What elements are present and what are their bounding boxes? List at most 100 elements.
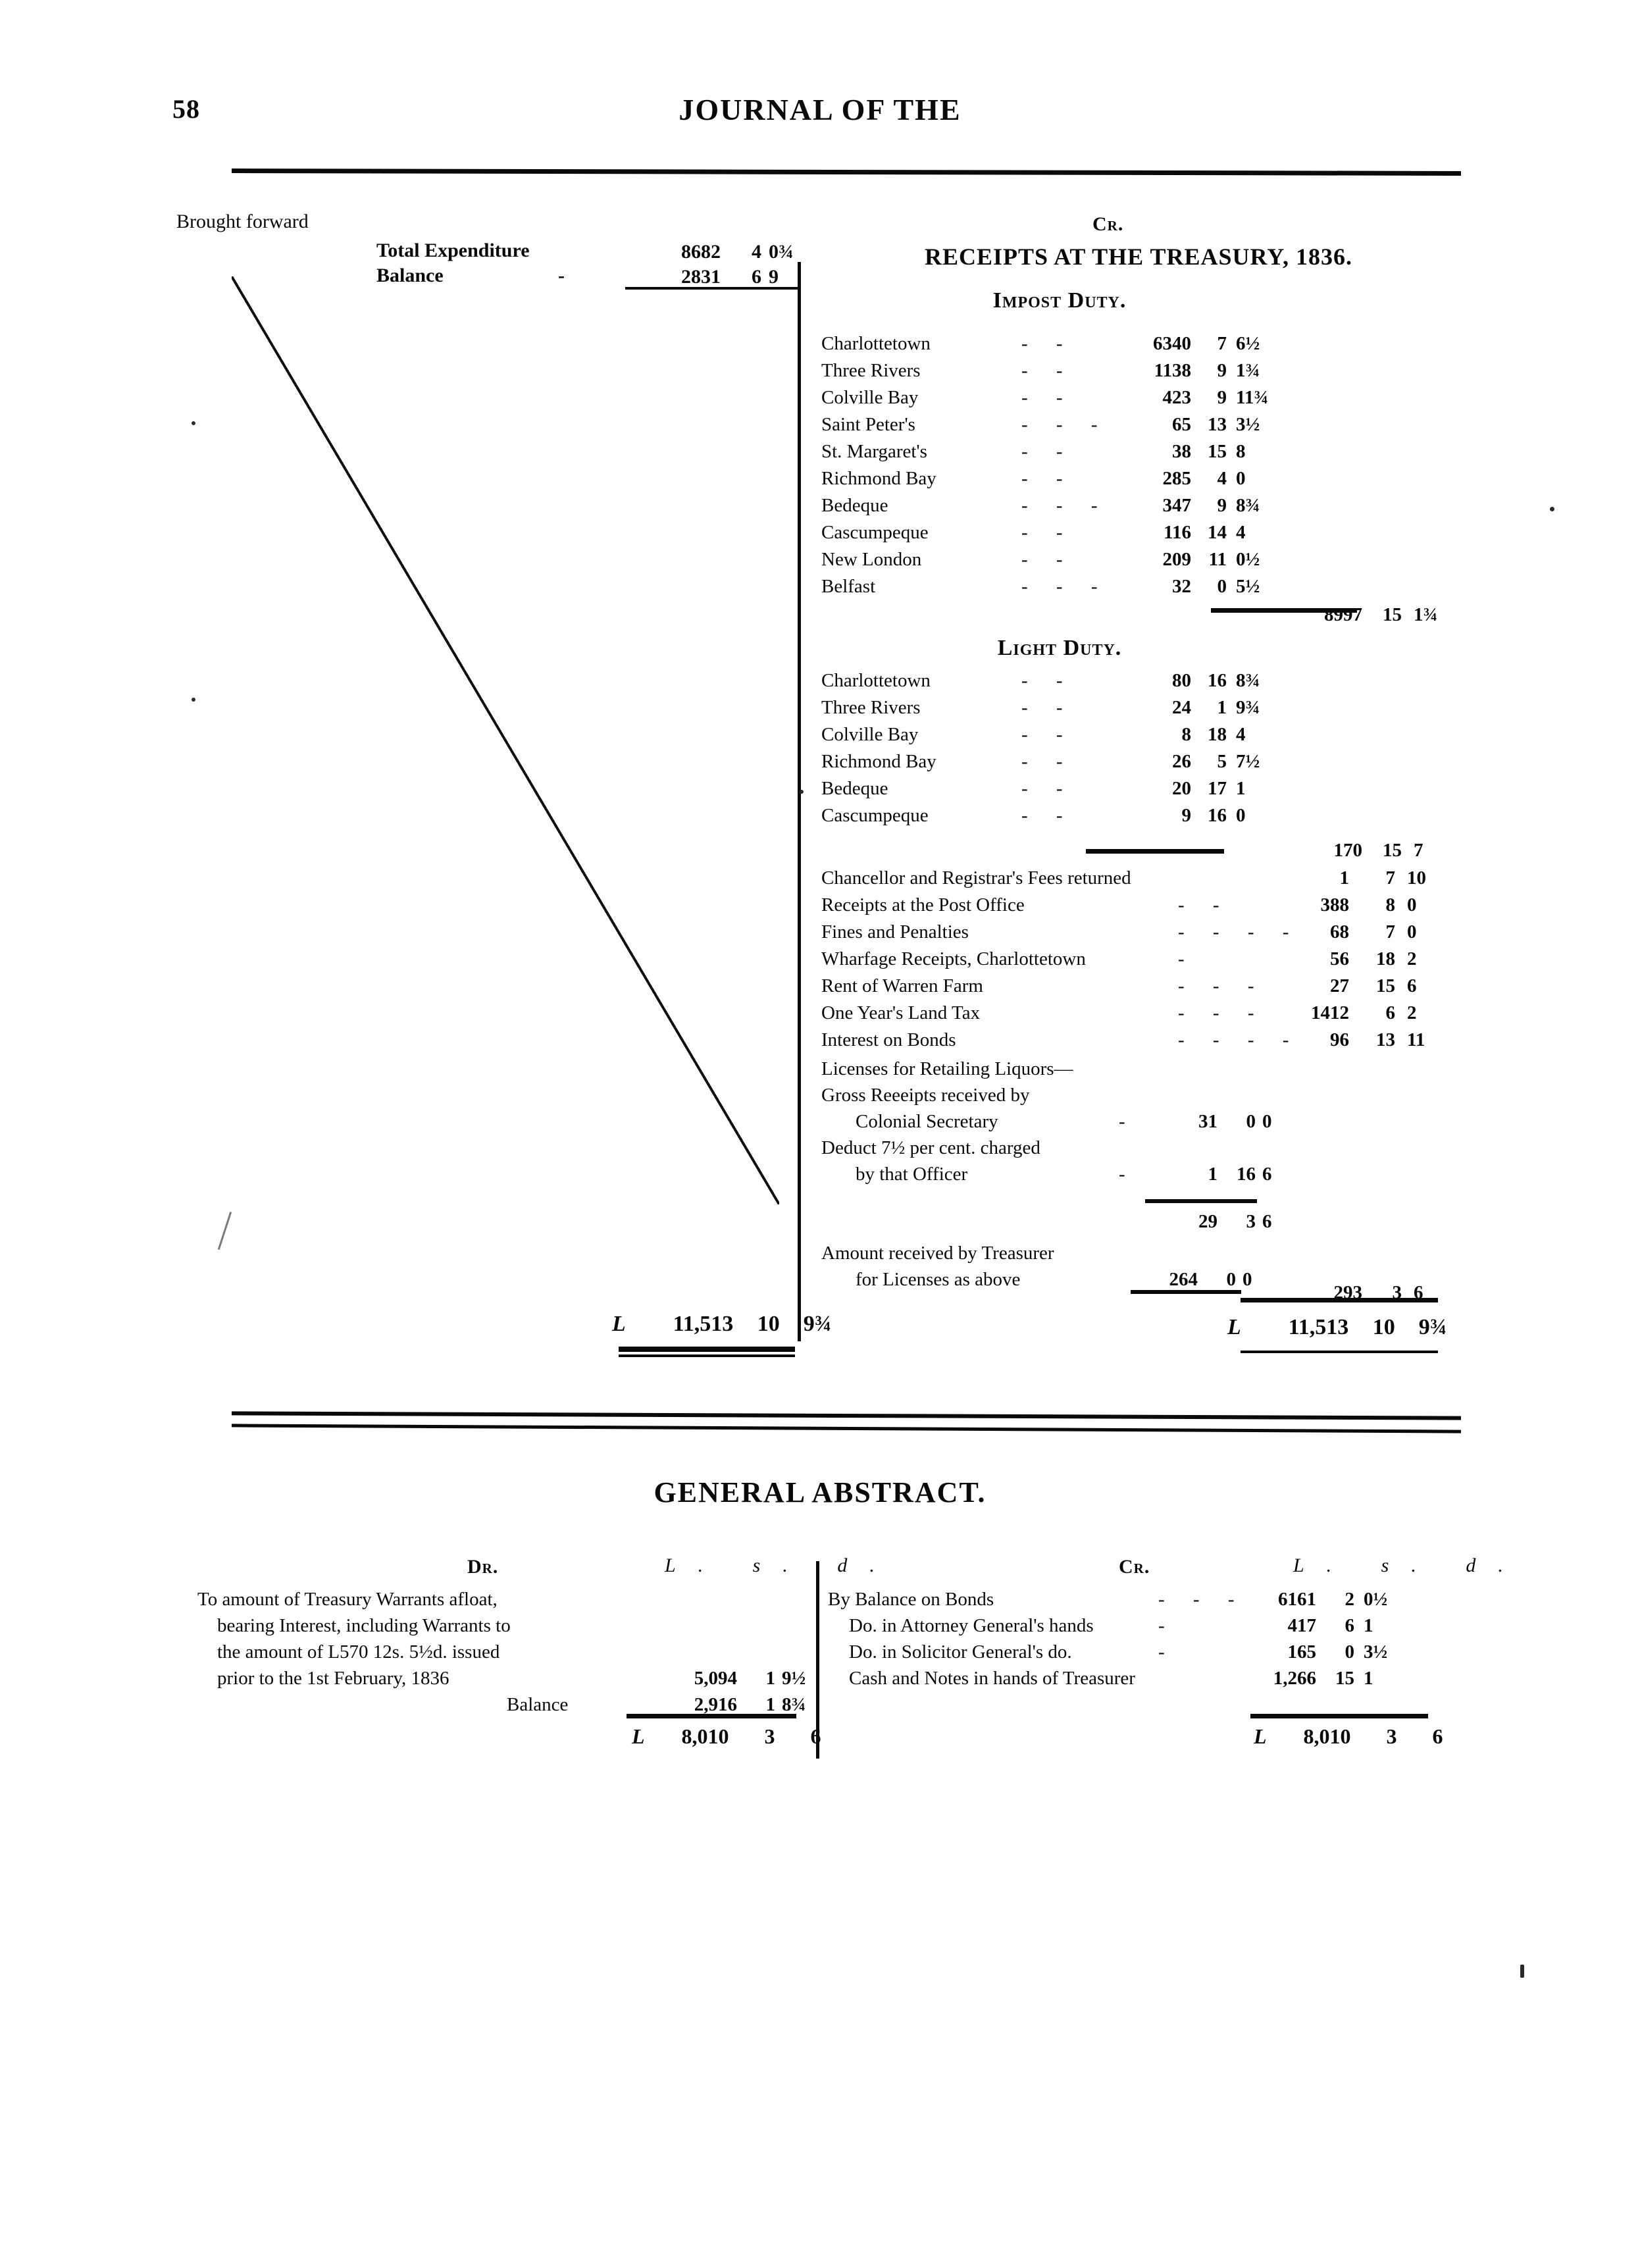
misc-row-name: Chancellor and Registrar's Fees returned xyxy=(821,867,1131,889)
misc-row-pence: 11 xyxy=(1407,1029,1425,1050)
light-duty-heading: Light Duty. xyxy=(816,637,1303,659)
impost-row-shillings: 13 xyxy=(1208,414,1227,435)
misc-row-pence: 0 xyxy=(1407,894,1417,915)
section-divider-rule xyxy=(231,1411,1462,1420)
impost-row-leader: - - - xyxy=(1021,576,1110,597)
impost-row-leader: - - xyxy=(1021,549,1075,570)
impost-row-shillings: 9 xyxy=(1217,387,1227,408)
impost-row-pence: 5½ xyxy=(1236,576,1260,597)
ga-left-balance-shillings: 1 xyxy=(765,1694,776,1715)
impost-row-pence: 0 xyxy=(1236,468,1246,489)
page-speck xyxy=(192,698,195,702)
impost-row-shillings: 0 xyxy=(1217,576,1227,597)
left-grand-total: L 11,513 10 9¾ xyxy=(612,1313,831,1335)
ga-left-balance-label: Balance xyxy=(507,1694,569,1715)
impost-row-name: Charlottetown xyxy=(821,333,931,354)
misc-row-name: Fines and Penalties xyxy=(821,921,969,942)
ga-right-row-pence: 1 xyxy=(1364,1615,1373,1636)
receipts-title: RECEIPTS AT THE TREASURY, 1836. xyxy=(925,244,1352,270)
misc-row-pounds: 27 xyxy=(1330,975,1349,996)
impost-row-pounds: 116 xyxy=(1164,522,1191,543)
balance-label: Balance xyxy=(376,265,444,286)
light-total-shillings: 15 xyxy=(1383,840,1402,861)
ga-left-total-symbol: L xyxy=(632,1724,645,1748)
ga-left-balance-pence: 8¾ xyxy=(782,1694,806,1715)
ga-right-total-pounds: 8,010 xyxy=(1303,1724,1351,1748)
scan-artifact-diagonal-line xyxy=(232,276,779,1204)
licenses-gross-line-2: Colonial Secretary xyxy=(856,1111,998,1132)
page-speck xyxy=(1520,1965,1524,1978)
impost-row-pence: 8 xyxy=(1236,441,1246,462)
impost-row-name: Bedeque xyxy=(821,495,888,516)
licenses-deduct-line-2: by that Officer xyxy=(856,1164,968,1185)
misc-row-pounds: 56 xyxy=(1330,948,1349,969)
balance-pounds: 2831 xyxy=(681,266,721,288)
column-divider-upper xyxy=(798,262,801,1341)
misc-row-pence: 0 xyxy=(1407,921,1417,942)
ga-right-total-symbol: L xyxy=(1254,1724,1267,1748)
ga-left-line-1: To amount of Treasury Warrants afloat, xyxy=(197,1589,498,1610)
ga-left-total-shillings: 3 xyxy=(764,1724,775,1748)
misc-row-pence: 6 xyxy=(1407,975,1417,996)
ga-right-row-name: By Balance on Bonds xyxy=(828,1589,994,1610)
misc-row-pounds: 96 xyxy=(1330,1029,1349,1050)
licenses-deduct-pence: 6 xyxy=(1262,1164,1272,1185)
impost-row-name: Saint Peter's xyxy=(821,414,915,435)
impost-row-leader: - - xyxy=(1021,333,1075,354)
light-row-pounds: 20 xyxy=(1172,778,1191,799)
misc-row-name: Interest on Bonds xyxy=(821,1029,956,1050)
ga-right-row-leader: - xyxy=(1158,1641,1177,1662)
impost-row-pounds: 423 xyxy=(1162,387,1192,408)
licenses-net-rule xyxy=(1145,1199,1257,1203)
general-abstract-lsd-header-right: L. s. d. xyxy=(1293,1555,1525,1576)
total-expenditure-pounds: 8682 xyxy=(681,241,721,263)
light-row-pounds: 8 xyxy=(1181,724,1192,745)
impost-duty-heading: Impost Duty. xyxy=(816,290,1303,312)
general-abstract-title: GENERAL ABSTRACT. xyxy=(653,1476,987,1508)
treasurer-licenses-shillings: 0 xyxy=(1226,1269,1237,1290)
misc-row-shillings: 7 xyxy=(1385,867,1396,889)
misc-row-shillings: 15 xyxy=(1376,975,1395,996)
light-row-pence: 4 xyxy=(1236,724,1246,745)
misc-row-pounds: 1412 xyxy=(1311,1002,1349,1023)
general-abstract-cr-label-text: Cr. xyxy=(1119,1556,1150,1578)
ga-right-row-name: Cash and Notes in hands of Treasurer xyxy=(849,1668,1135,1689)
impost-row-shillings: 4 xyxy=(1217,468,1227,489)
light-row-leader: - - xyxy=(1021,778,1075,799)
cr-label-upper: Cr. xyxy=(1092,215,1123,234)
page-speck xyxy=(800,790,804,794)
impost-row-pounds: 285 xyxy=(1162,468,1192,489)
treasurer-licenses-line-1: Amount received by Treasurer xyxy=(821,1243,1054,1264)
impost-row-name: Cascumpeque xyxy=(821,522,929,543)
page-number: 58 xyxy=(172,94,200,124)
misc-row-pence: 2 xyxy=(1407,948,1417,969)
ga-right-row-shillings: 0 xyxy=(1345,1641,1355,1662)
total-expenditure-label: Total Expenditure xyxy=(376,240,530,261)
misc-row-leader: - xyxy=(1178,948,1196,969)
ga-left-total-rule xyxy=(627,1714,796,1718)
total-expenditure-shillings: 4 xyxy=(752,241,761,263)
light-row-pence: 8¾ xyxy=(1236,670,1260,691)
misc-row-name: Receipts at the Post Office xyxy=(821,894,1025,915)
misc-row-pence: 10 xyxy=(1407,867,1426,889)
misc-row-pence: 2 xyxy=(1407,1002,1417,1023)
ga-right-row-pounds: 165 xyxy=(1287,1641,1317,1662)
ga-right-row-pounds: 1,266 xyxy=(1273,1668,1316,1689)
impost-row-leader: - - xyxy=(1021,468,1075,489)
impost-row-leader: - - - xyxy=(1021,414,1110,435)
impost-row-pounds: 1138 xyxy=(1154,360,1191,381)
light-row-name: Richmond Bay xyxy=(821,751,936,772)
misc-row-pounds: 1 xyxy=(1339,867,1350,889)
light-row-shillings: 16 xyxy=(1208,670,1227,691)
ga-right-total-pence: 6 xyxy=(1432,1724,1443,1748)
balance-pence: 9 xyxy=(769,266,779,288)
ga-right-total: L 8,010 3 6 xyxy=(1254,1726,1443,1747)
balance-leader: - xyxy=(558,265,565,286)
impost-row-pounds: 38 xyxy=(1172,441,1191,462)
treasurer-licenses-line-2: for Licenses as above xyxy=(856,1269,1021,1290)
licenses-net-pounds: 29 xyxy=(1198,1211,1217,1232)
licenses-deduct-leader: - xyxy=(1119,1164,1125,1185)
light-total-rule xyxy=(1086,849,1224,854)
licenses-deduct-shillings: 16 xyxy=(1237,1164,1256,1185)
licenses-gross-shillings: 0 xyxy=(1246,1111,1256,1132)
